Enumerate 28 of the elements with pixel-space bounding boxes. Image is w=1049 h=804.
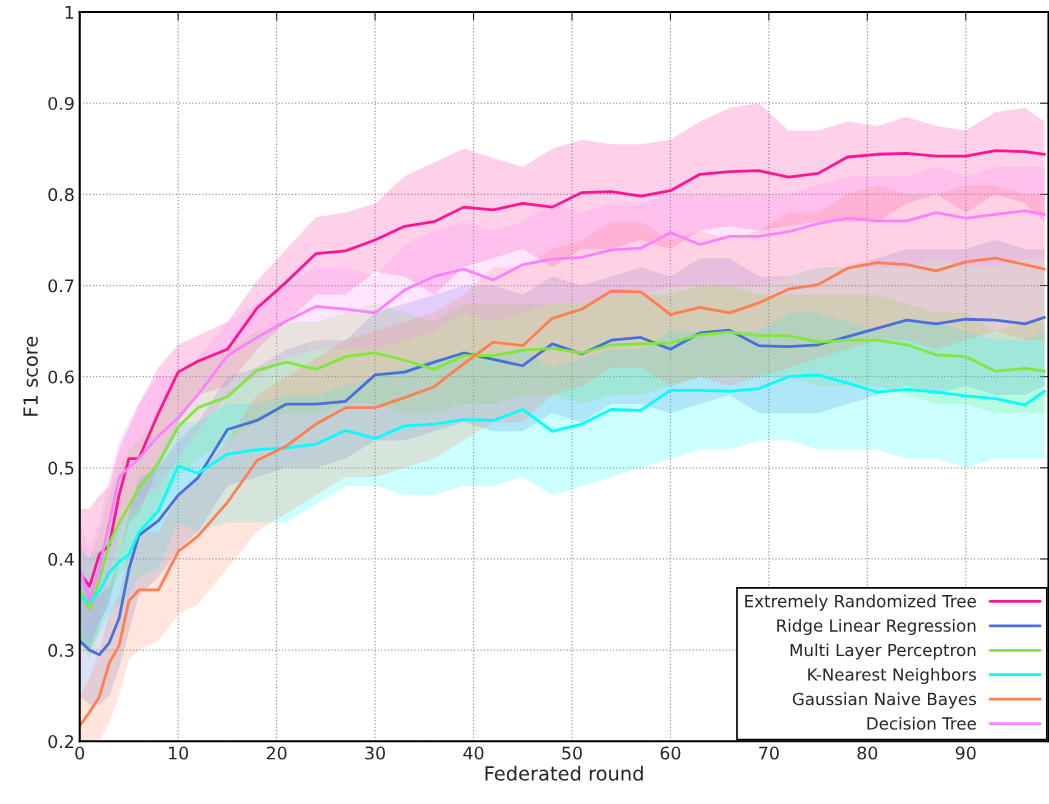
y-tick-label: 0.7 [48,279,74,293]
legend-label: Multi Layer Perceptron [790,643,976,660]
line-series [79,330,1046,611]
y-tick-label: 0.4 [48,552,74,566]
y-tick-label: 0.8 [48,188,74,202]
x-tick-label: 50 [562,746,582,760]
x-tick-label: 30 [365,746,385,760]
x-axis-title: Federated round [485,765,643,781]
x-tick-label: 70 [759,746,779,760]
legend-label: Ridge Linear Regression [777,618,976,636]
y-tick-label: 1 [65,6,74,19]
x-tick-label: 60 [660,746,681,760]
legend-label: Extremely Randomized Tree [745,594,976,611]
legend-label: Gaussian Naive Bayes [792,692,976,709]
x-tick-label: 0 [75,746,85,760]
legend-label: Decision Tree [867,716,976,730]
legend-label: K-Nearest Neighbors [808,667,976,685]
x-tick-label: 40 [463,746,484,760]
y-tick-label: 0.2 [48,735,74,749]
y-tick-label: 0.6 [48,370,74,384]
y-tick-label: 0.5 [48,461,74,475]
y-tick-label: 0.9 [48,96,74,111]
x-tick-label: 10 [169,746,189,760]
x-tick-label: 20 [266,746,287,760]
y-axis-title: F1 score [23,336,38,416]
x-tick-label: 80 [857,746,878,760]
x-tick-label: 90 [955,746,976,760]
y-tick-label: 0.3 [48,643,74,657]
